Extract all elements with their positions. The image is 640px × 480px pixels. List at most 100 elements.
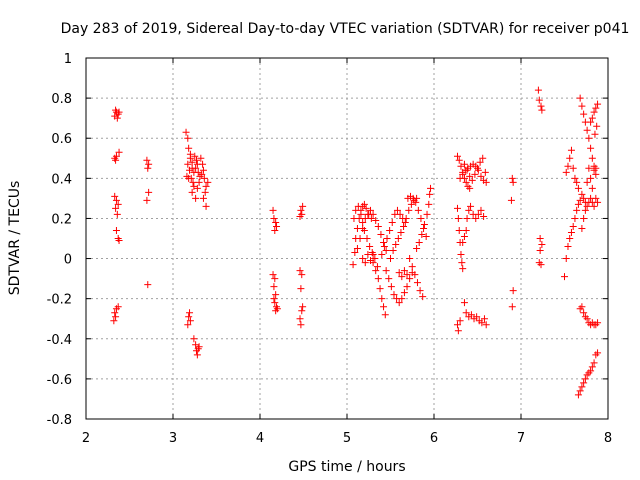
data-point	[273, 222, 281, 230]
data-point	[536, 235, 544, 242]
data-point	[199, 166, 207, 174]
data-point	[186, 154, 194, 162]
data-point	[199, 160, 207, 168]
data-point	[454, 214, 462, 222]
data-point	[567, 228, 575, 236]
y-tick-label: 0.2	[51, 212, 72, 227]
data-point	[361, 214, 369, 222]
data-point	[202, 182, 210, 190]
data-point	[112, 156, 120, 164]
data-point	[190, 335, 198, 343]
data-point	[455, 226, 463, 234]
data-point	[382, 247, 390, 255]
data-point	[420, 220, 428, 228]
data-point	[296, 212, 304, 220]
data-point	[583, 126, 591, 134]
data-point	[467, 202, 475, 210]
data-point	[578, 303, 586, 311]
data-point	[373, 263, 381, 271]
x-tick-label: 6	[430, 431, 438, 446]
data-point	[378, 295, 386, 303]
data-point	[187, 174, 195, 182]
data-point	[564, 243, 572, 251]
data-point	[366, 243, 374, 251]
data-point	[388, 218, 396, 226]
data-point	[578, 102, 586, 110]
data-point	[374, 222, 382, 230]
data-point	[473, 313, 481, 321]
data-point	[270, 214, 278, 222]
x-tick-label: 8	[604, 431, 612, 446]
data-point	[426, 190, 434, 198]
data-point	[377, 230, 385, 238]
data-point	[269, 206, 277, 214]
data-point	[372, 216, 380, 224]
data-point	[398, 273, 406, 281]
data-point	[396, 210, 404, 218]
data-point	[592, 194, 600, 202]
data-point	[144, 281, 152, 289]
data-point	[476, 158, 484, 166]
data-point	[406, 275, 414, 283]
data-point	[184, 134, 192, 142]
data-point	[411, 271, 419, 279]
data-point	[571, 214, 579, 222]
data-point	[390, 291, 398, 299]
data-point	[466, 172, 474, 180]
data-point	[186, 317, 194, 325]
data-point	[111, 309, 119, 317]
data-point	[594, 198, 602, 206]
data-point	[201, 188, 209, 196]
x-tick-label: 2	[82, 431, 90, 446]
data-point	[193, 184, 201, 192]
data-point	[185, 313, 193, 321]
data-point	[271, 299, 279, 307]
y-tick-label: -0.4	[47, 333, 72, 348]
data-point	[418, 230, 426, 238]
data-point	[397, 228, 405, 236]
data-point	[112, 226, 120, 234]
data-point	[423, 210, 431, 218]
data-points	[110, 86, 602, 399]
data-point	[587, 144, 595, 152]
data-point	[580, 309, 588, 317]
data-point	[478, 319, 486, 327]
data-point	[583, 315, 591, 323]
data-point	[427, 184, 435, 192]
data-point	[455, 156, 463, 164]
x-tick-label: 5	[343, 431, 351, 446]
data-point	[401, 218, 409, 226]
data-point	[296, 267, 304, 275]
data-point	[184, 321, 192, 329]
data-point	[403, 271, 411, 279]
data-point	[143, 196, 151, 204]
plot-frame	[85, 57, 609, 420]
data-point	[567, 146, 575, 154]
data-point	[472, 214, 480, 222]
data-point	[537, 261, 545, 269]
data-point	[578, 224, 586, 232]
data-point	[296, 315, 304, 323]
data-point	[185, 144, 193, 152]
data-point	[359, 224, 367, 232]
data-point	[580, 194, 588, 202]
data-point	[362, 204, 370, 212]
data-point	[413, 245, 421, 253]
data-point	[204, 178, 212, 186]
data-point	[585, 164, 593, 172]
data-point	[460, 232, 468, 240]
data-point	[576, 387, 584, 395]
data-point	[412, 198, 420, 206]
data-point	[189, 178, 197, 186]
data-point	[395, 269, 403, 277]
data-point	[583, 178, 591, 186]
data-point	[387, 255, 394, 263]
data-point	[592, 170, 600, 178]
data-point	[460, 299, 468, 307]
data-point	[480, 315, 488, 323]
data-point	[562, 168, 570, 176]
data-point	[459, 265, 467, 273]
data-point	[562, 255, 570, 263]
data-point	[115, 237, 123, 245]
data-point	[394, 235, 402, 242]
